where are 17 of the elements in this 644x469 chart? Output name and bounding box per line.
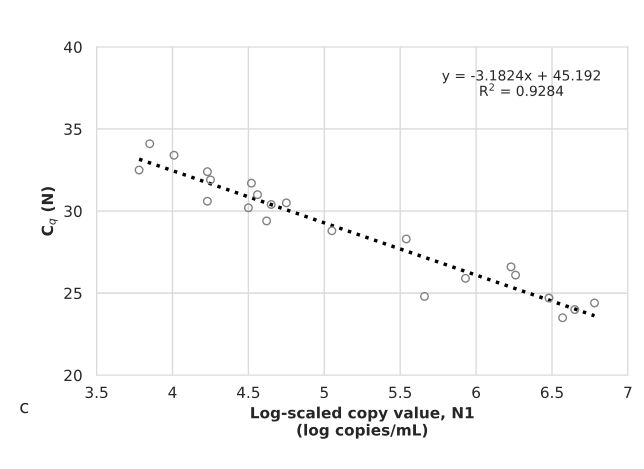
y-axis-title: C$_{q}$ (N): [41, 187, 58, 236]
y-tick-label: 30: [64, 206, 82, 218]
annotation: y = -3.1824x + 45.192 R$^{2}$ = 0.9284: [442, 70, 600, 96]
x-tick-label: 7: [624, 386, 632, 398]
x-tick-label: 3.5: [86, 386, 108, 398]
x-tick-label: 5.5: [389, 386, 412, 398]
x-tick-label: 4: [168, 386, 177, 398]
y-tick-label: 40: [64, 41, 82, 53]
x-tick-label: 6.5: [540, 386, 563, 398]
x-axis-title: Log-scaled copy value, N1 (log copies/mL): [251, 406, 474, 439]
x-tick-label: 4.5: [237, 386, 260, 398]
text: c: [20, 402, 28, 414]
x-tick-label: 5: [320, 386, 328, 398]
y-tick-label: 20: [64, 370, 82, 382]
y-tick-label: 35: [64, 123, 82, 135]
x-tick-label: 6: [472, 386, 480, 398]
y-tick-label: 25: [64, 288, 82, 300]
